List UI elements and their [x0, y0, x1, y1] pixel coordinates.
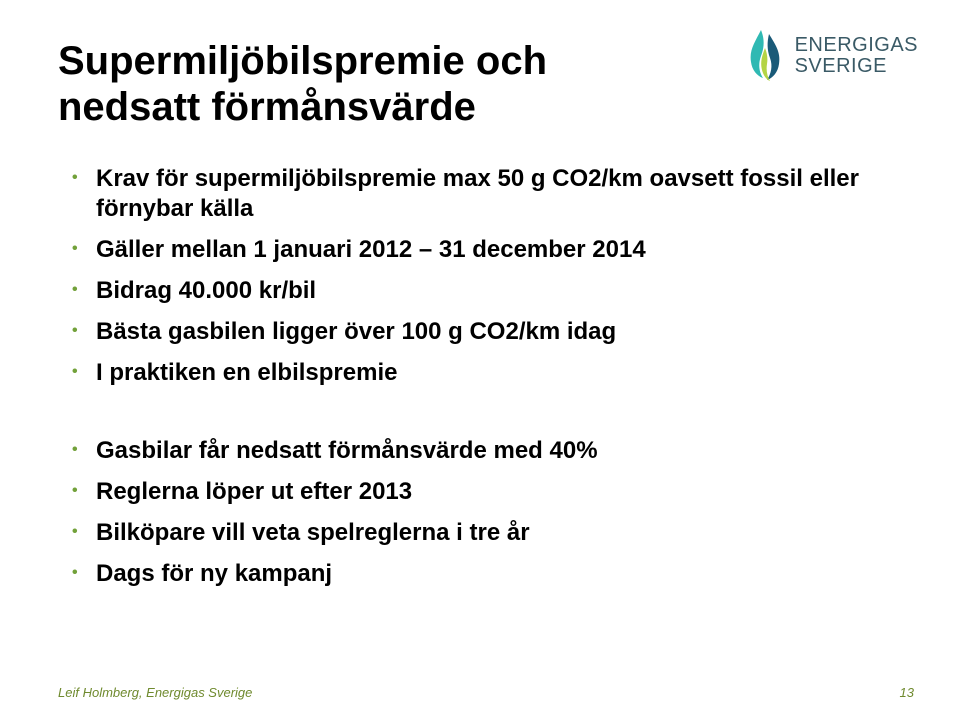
bullet-item: Gasbilar får nedsatt förmånsvärde med 40… — [72, 436, 902, 466]
bullet-item: Reglerna löper ut efter 2013 — [72, 477, 902, 507]
page-number: 13 — [900, 685, 914, 700]
bullet-item: Krav för supermiljöbilspremie max 50 g C… — [72, 164, 902, 224]
logo-line2: SVERIGE — [795, 56, 918, 77]
bullet-item: I praktiken en elbilspremie — [72, 358, 902, 388]
bullet-item: Bidrag 40.000 kr/bil — [72, 276, 902, 306]
flame-icon — [745, 28, 787, 84]
bullet-list-2: Gasbilar får nedsatt förmånsvärde med 40… — [58, 436, 902, 589]
flame-right — [767, 34, 779, 80]
footer-author: Leif Holmberg, Energigas Sverige — [58, 685, 252, 700]
bullet-item: Dags för ny kampanj — [72, 559, 902, 589]
logo-line1: ENERGIGAS — [795, 35, 918, 56]
logo-text: ENERGIGAS SVERIGE — [795, 35, 918, 77]
flame-left — [750, 30, 763, 78]
bullet-item: Gäller mellan 1 januari 2012 – 31 decemb… — [72, 235, 902, 265]
slide: ENERGIGAS SVERIGE Supermiljöbilspremie o… — [0, 0, 960, 720]
footer: Leif Holmberg, Energigas Sverige 13 — [0, 685, 960, 700]
bullet-list-1: Krav för supermiljöbilspremie max 50 g C… — [58, 164, 902, 388]
bullet-item: Bästa gasbilen ligger över 100 g CO2/km … — [72, 317, 902, 347]
brand-logo: ENERGIGAS SVERIGE — [745, 28, 918, 84]
slide-title: Supermiljöbilspremie och nedsatt förmåns… — [58, 38, 658, 130]
bullet-item: Bilköpare vill veta spelreglerna i tre å… — [72, 518, 902, 548]
